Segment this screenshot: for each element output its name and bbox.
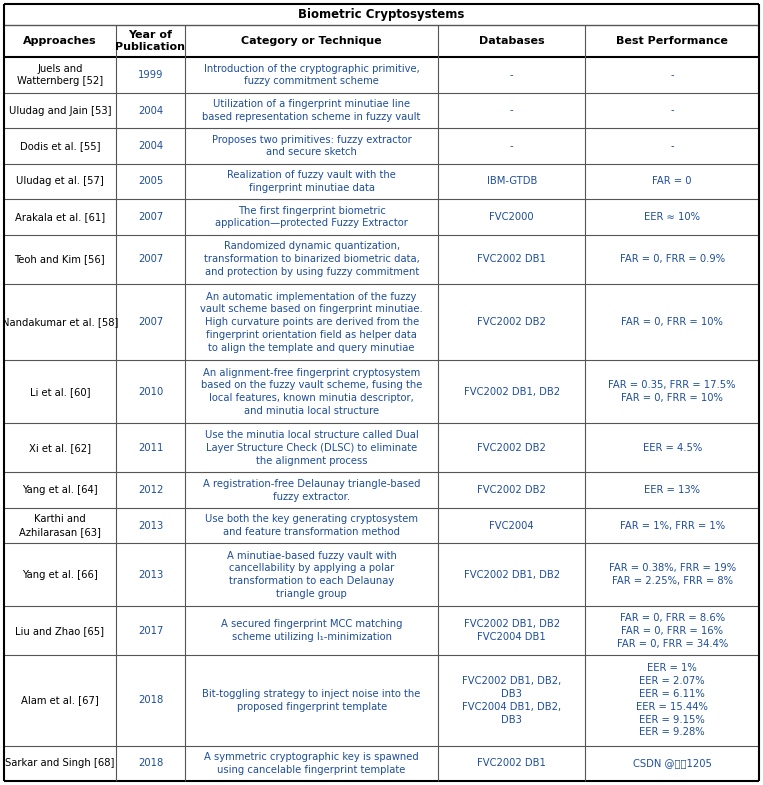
Text: Year of
Publication: Year of Publication (115, 31, 185, 52)
Text: -: - (510, 141, 513, 151)
Text: Proposes two primitives: fuzzy extractor
and secure sketch: Proposes two primitives: fuzzy extractor… (212, 134, 411, 158)
Text: Nandakumar et al. [58]: Nandakumar et al. [58] (2, 317, 118, 327)
Text: FVC2002 DB1, DB2: FVC2002 DB1, DB2 (464, 387, 560, 396)
Text: CSDN @白儔1205: CSDN @白儔1205 (633, 758, 712, 769)
Text: FVC2002 DB1, DB2: FVC2002 DB1, DB2 (464, 570, 560, 580)
Text: FAR = 0, FRR = 0.9%: FAR = 0, FRR = 0.9% (620, 254, 725, 265)
Text: Liu and Zhao [65]: Liu and Zhao [65] (15, 626, 105, 636)
Text: EER = 1%
EER = 2.07%
EER = 6.11%
EER = 15.44%
EER = 9.15%
EER = 9.28%: EER = 1% EER = 2.07% EER = 6.11% EER = 1… (636, 663, 708, 737)
Text: FAR = 0.35, FRR = 17.5%
FAR = 0, FRR = 10%: FAR = 0.35, FRR = 17.5% FAR = 0, FRR = 1… (608, 381, 736, 403)
Text: 2013: 2013 (138, 570, 163, 580)
Text: FVC2002 DB2: FVC2002 DB2 (478, 443, 546, 453)
Text: Sarkar and Singh [68]: Sarkar and Singh [68] (5, 758, 114, 769)
Text: 2010: 2010 (138, 387, 163, 396)
Text: An automatic implementation of the fuzzy
vault scheme based on fingerprint minut: An automatic implementation of the fuzzy… (200, 291, 423, 352)
Text: An alignment-free fingerprint cryptosystem
based on the fuzzy vault scheme, fusi: An alignment-free fingerprint cryptosyst… (201, 367, 423, 416)
Text: Utilization of a fingerprint minutiae line
based representation scheme in fuzzy : Utilization of a fingerprint minutiae li… (202, 99, 421, 122)
Text: 2007: 2007 (138, 317, 163, 327)
Text: 2007: 2007 (138, 254, 163, 265)
Text: FVC2004: FVC2004 (489, 520, 534, 531)
Text: The first fingerprint biometric
application—protected Fuzzy Extractor: The first fingerprint biometric applicat… (215, 206, 408, 228)
Text: Yang et al. [64]: Yang et al. [64] (22, 485, 98, 495)
Text: 2004: 2004 (138, 105, 163, 115)
Text: Use both the key generating cryptosystem
and feature transformation method: Use both the key generating cryptosystem… (205, 514, 418, 537)
Text: FAR = 0: FAR = 0 (652, 177, 692, 187)
Text: Category or Technique: Category or Technique (241, 36, 382, 46)
Text: EER = 4.5%: EER = 4.5% (642, 443, 702, 453)
Text: FVC2002 DB2: FVC2002 DB2 (478, 317, 546, 327)
Text: FVC2002 DB1: FVC2002 DB1 (478, 758, 546, 769)
Text: Biometric Cryptosystems: Biometric Cryptosystems (298, 8, 465, 21)
Text: Arakala et al. [61]: Arakala et al. [61] (14, 212, 105, 222)
Text: Yang et al. [66]: Yang et al. [66] (22, 570, 98, 580)
Text: FVC2000: FVC2000 (489, 212, 534, 222)
Text: 2012: 2012 (138, 485, 163, 495)
Text: -: - (510, 105, 513, 115)
Text: Juels and
Watternberg [52]: Juels and Watternberg [52] (17, 64, 103, 86)
Text: Uludag et al. [57]: Uludag et al. [57] (16, 177, 104, 187)
Text: 2007: 2007 (138, 212, 163, 222)
Text: FVC2002 DB2: FVC2002 DB2 (478, 485, 546, 495)
Text: Alam et al. [67]: Alam et al. [67] (21, 696, 98, 706)
Text: -: - (671, 70, 674, 80)
Text: FAR = 1%, FRR = 1%: FAR = 1%, FRR = 1% (620, 520, 725, 531)
Text: IBM-GTDB: IBM-GTDB (487, 177, 537, 187)
Text: -: - (671, 105, 674, 115)
Text: 2005: 2005 (138, 177, 163, 187)
Text: FAR = 0.38%, FRR = 19%
FAR = 2.25%, FRR = 8%: FAR = 0.38%, FRR = 19% FAR = 2.25%, FRR … (609, 564, 736, 586)
Text: 2004: 2004 (138, 141, 163, 151)
Text: Xi et al. [62]: Xi et al. [62] (29, 443, 91, 453)
Text: Introduction of the cryptographic primitive,
fuzzy commitment scheme: Introduction of the cryptographic primit… (204, 64, 420, 86)
Text: 2018: 2018 (138, 758, 163, 769)
Text: -: - (510, 70, 513, 80)
Text: FAR = 0, FRR = 10%: FAR = 0, FRR = 10% (621, 317, 723, 327)
Text: A registration-free Delaunay triangle-based
fuzzy extractor.: A registration-free Delaunay triangle-ba… (203, 479, 420, 502)
Text: Li et al. [60]: Li et al. [60] (30, 387, 90, 396)
Text: -: - (671, 141, 674, 151)
Text: 2018: 2018 (138, 696, 163, 706)
Text: Approaches: Approaches (23, 36, 97, 46)
Text: 1999: 1999 (137, 70, 163, 80)
Text: FVC2002 DB1: FVC2002 DB1 (478, 254, 546, 265)
Text: Dodis et al. [55]: Dodis et al. [55] (20, 141, 100, 151)
Text: 2011: 2011 (138, 443, 163, 453)
Text: Teoh and Kim [56]: Teoh and Kim [56] (14, 254, 105, 265)
Text: 2013: 2013 (138, 520, 163, 531)
Text: EER = 13%: EER = 13% (644, 485, 700, 495)
Text: FVC2002 DB1, DB2,
DB3
FVC2004 DB1, DB2,
DB3: FVC2002 DB1, DB2, DB3 FVC2004 DB1, DB2, … (462, 676, 562, 725)
Text: FVC2002 DB1, DB2
FVC2004 DB1: FVC2002 DB1, DB2 FVC2004 DB1 (464, 619, 560, 642)
Text: Bit-toggling strategy to inject noise into the
proposed fingerprint template: Bit-toggling strategy to inject noise in… (202, 689, 421, 712)
Text: Best Performance: Best Performance (617, 36, 728, 46)
Text: A secured fingerprint MCC matching
scheme utilizing l₁-minimization: A secured fingerprint MCC matching schem… (221, 619, 402, 642)
Text: FAR = 0, FRR = 8.6%
FAR = 0, FRR = 16%
FAR = 0, FRR = 34.4%: FAR = 0, FRR = 8.6% FAR = 0, FRR = 16% F… (617, 613, 728, 648)
Text: Databases: Databases (479, 36, 545, 46)
Text: A minutiae-based fuzzy vault with
cancellability by applying a polar
transformat: A minutiae-based fuzzy vault with cancel… (227, 550, 397, 599)
Text: EER ≈ 10%: EER ≈ 10% (644, 212, 700, 222)
Text: Use the minutia local structure called Dual
Layer Structure Check (DLSC) to elim: Use the minutia local structure called D… (204, 430, 419, 466)
Text: Randomized dynamic quantization,
transformation to binarized biometric data,
and: Randomized dynamic quantization, transfo… (204, 242, 420, 277)
Text: Uludag and Jain [53]: Uludag and Jain [53] (8, 105, 111, 115)
Text: A symmetric cryptographic key is spawned
using cancelable fingerprint template: A symmetric cryptographic key is spawned… (204, 752, 419, 775)
Text: Karthi and
Azhilarasan [63]: Karthi and Azhilarasan [63] (19, 514, 101, 537)
Text: 2017: 2017 (138, 626, 163, 636)
Text: Realization of fuzzy vault with the
fingerprint minutiae data: Realization of fuzzy vault with the fing… (227, 170, 396, 193)
